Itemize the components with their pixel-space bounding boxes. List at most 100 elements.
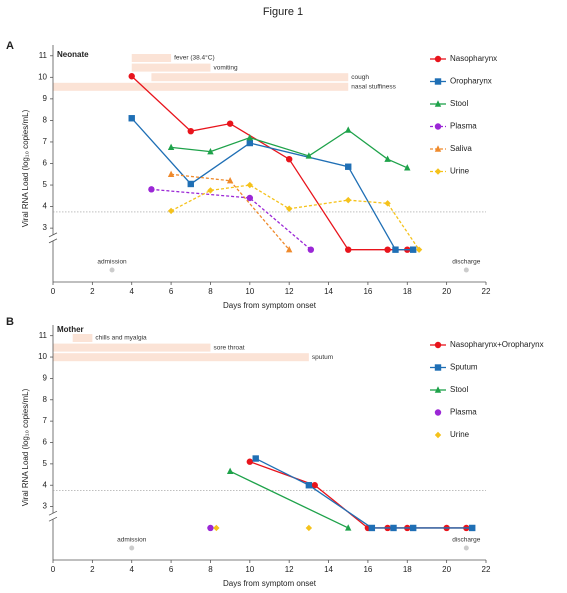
x-tick-label: 8 — [208, 287, 213, 296]
y-tick-label: 3 — [43, 223, 48, 232]
x-tick-label: 10 — [245, 287, 254, 296]
x-tick-label: 2 — [90, 287, 95, 296]
marker — [384, 155, 391, 162]
symptom-label: chills and myalgia — [95, 335, 147, 342]
figure-title: Figure 1 — [263, 6, 303, 18]
marker — [415, 246, 423, 253]
marker — [345, 524, 352, 531]
x-axis-label: Days from symptom onset — [223, 301, 317, 310]
symptom-bar — [131, 63, 211, 72]
series-line — [255, 457, 473, 529]
y-tick-label: 11 — [39, 331, 48, 340]
marker — [409, 524, 417, 532]
series-line — [131, 117, 414, 251]
marker — [207, 187, 214, 194]
marker — [167, 207, 175, 215]
symptom-bar — [53, 82, 349, 91]
legend-marker — [434, 123, 442, 130]
annotation-label: discharge — [452, 537, 481, 544]
x-tick-label: 0 — [51, 287, 56, 296]
annotation-label: admission — [97, 259, 127, 266]
marker — [207, 524, 214, 532]
annotation-label: discharge — [452, 259, 481, 266]
x-tick-label: 0 — [51, 565, 56, 574]
x-tick-label: 22 — [482, 287, 491, 296]
marker — [167, 143, 175, 151]
marker — [305, 482, 313, 489]
marker — [187, 127, 194, 135]
x-tick-label: 18 — [403, 287, 412, 296]
y-axis-label: Viral RNA Load (log₁₀ copies/mL) — [21, 109, 30, 227]
marker — [246, 139, 254, 147]
symptom-label: vomiting — [213, 64, 238, 71]
marker — [311, 482, 318, 489]
y-tick-label: 8 — [43, 116, 48, 125]
legend-label: Stool — [450, 385, 468, 394]
x-tick-label: 18 — [403, 565, 412, 574]
legend-label: Sputum — [450, 363, 478, 372]
y-tick-label: 4 — [43, 480, 48, 489]
marker — [390, 524, 397, 532]
axis-break — [48, 516, 58, 522]
legend-marker — [434, 386, 442, 393]
x-tick-label: 14 — [324, 565, 333, 574]
x-tick-label: 22 — [482, 565, 491, 574]
x-tick-label: 14 — [324, 287, 333, 296]
marker — [345, 246, 352, 253]
symptom-bar — [151, 73, 349, 82]
marker — [345, 126, 352, 133]
marker — [285, 205, 293, 212]
x-tick-label: 4 — [130, 565, 135, 574]
y-tick-label: 7 — [43, 137, 48, 146]
legend-label: Saliva — [450, 144, 472, 153]
axis-break — [48, 510, 58, 516]
legend-label: Urine — [450, 167, 470, 176]
y-tick-label: 5 — [43, 180, 48, 189]
marker — [226, 467, 234, 475]
symptom-label: cough — [351, 74, 369, 81]
legend-marker — [434, 145, 442, 152]
x-axis-label: Days from symptom onset — [223, 579, 317, 588]
marker — [213, 524, 220, 532]
panel-label: A — [6, 40, 14, 52]
annotation-dot — [129, 545, 135, 551]
axis-break — [48, 232, 58, 238]
legend-marker — [434, 168, 442, 175]
symptom-bar — [53, 353, 309, 362]
y-tick-label: 10 — [38, 72, 47, 81]
marker — [167, 170, 175, 177]
x-tick-label: 2 — [90, 565, 95, 574]
y-tick-label: 5 — [43, 459, 48, 468]
marker — [246, 194, 254, 202]
x-tick-label: 20 — [442, 565, 451, 574]
y-tick-label: 10 — [38, 352, 47, 361]
marker — [148, 186, 155, 193]
marker — [226, 120, 234, 127]
symptom-label: sore throat — [213, 344, 244, 351]
marker — [226, 177, 234, 184]
y-axis-label: Viral RNA Load (log₁₀ copies/mL) — [21, 388, 30, 506]
marker — [285, 155, 293, 163]
symptom-label: nasal stuffiness — [351, 84, 396, 91]
symptom-bar — [53, 343, 211, 352]
panel-label: B — [6, 316, 14, 328]
legend-marker — [434, 100, 442, 107]
marker — [345, 196, 352, 204]
marker — [384, 246, 391, 253]
marker — [128, 73, 135, 80]
legend-marker — [434, 55, 442, 63]
marker — [305, 152, 313, 159]
x-tick-label: 10 — [245, 565, 254, 574]
x-tick-label: 16 — [363, 565, 372, 574]
symptom-label: fever (38.4°C) — [174, 54, 215, 62]
marker — [384, 200, 391, 207]
legend-marker — [434, 431, 442, 439]
x-tick-label: 6 — [169, 287, 174, 296]
y-tick-label: 9 — [43, 94, 48, 103]
marker — [246, 133, 254, 141]
annotation-dot — [463, 267, 469, 273]
legend-label: Stool — [450, 99, 468, 108]
y-tick-label: 6 — [43, 438, 48, 447]
panel-title: Neonate — [57, 50, 89, 59]
